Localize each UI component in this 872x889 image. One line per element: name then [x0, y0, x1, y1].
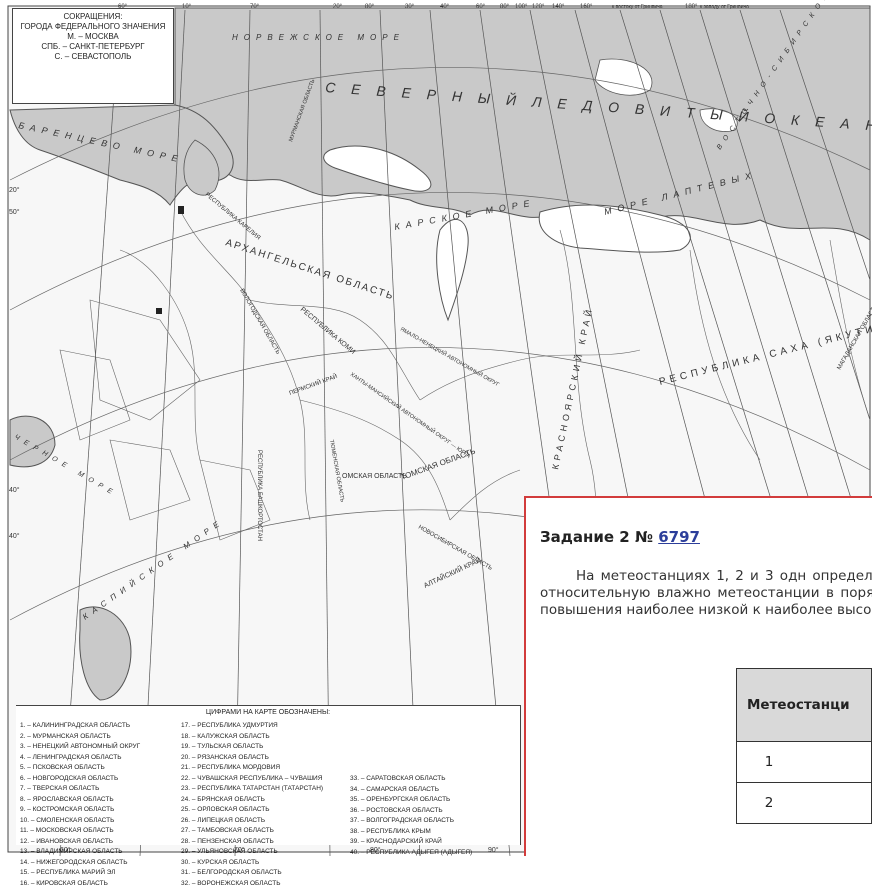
legend-item: 10. – СМОЛЕНСКАЯ ОБЛАСТЬ	[20, 816, 140, 827]
legend-item: 16. – КИРОВСКАЯ ОБЛАСТЬ	[20, 879, 140, 889]
legend-item: 25. – ОРЛОВСКАЯ ОБЛАСТЬ	[181, 805, 323, 816]
legend-item: 9. – КОСТРОМСКАЯ ОБЛАСТЬ	[20, 805, 140, 816]
legend-column-2: 17. – РЕСПУБЛИКА УДМУРТИЯ 18. – КАЛУЖСКА…	[181, 721, 323, 889]
legend-item: 15. – РЕСПУБЛИКА МАРИЙ ЭЛ	[20, 868, 140, 879]
legend-item: 36. – РОСТОВСКАЯ ОБЛАСТЬ	[350, 806, 472, 817]
legend-item: 26. – ЛИПЕЦКАЯ ОБЛАСТЬ	[181, 816, 323, 827]
legend-item: 38. – РЕСПУБЛИКА КРЫМ	[350, 827, 472, 838]
legend-item: 31. – БЕЛГОРОДСКАЯ ОБЛАСТЬ	[181, 868, 323, 879]
legend-item: 23. – РЕСПУБЛИКА ТАТАРСТАН (ТАТАРСТАН)	[181, 784, 323, 795]
lon-top-6: 40°	[440, 4, 450, 10]
legend-item: 39. – КРАСНОДАРСКИЙ КРАЙ	[350, 837, 472, 848]
lat-left-3: 40°	[9, 532, 20, 540]
lon-top-14: 180°	[685, 4, 698, 10]
lon-top-4: 80°	[365, 4, 375, 10]
legend-item: 1. – КАЛИНИНГРАДСКАЯ ОБЛАСТЬ	[20, 721, 140, 732]
abbrev-item: С. – СЕВАСТОПОЛЬ	[13, 52, 173, 62]
task-panel: Задание 2 № 6797 На метеостанциях 1, 2 и…	[524, 496, 872, 856]
legend-column-3: 33. – САРАТОВСКАЯ ОБЛАСТЬ 34. – САМАРСКА…	[350, 774, 472, 858]
legend-item: 19. – ТУЛЬСКАЯ ОБЛАСТЬ	[181, 742, 323, 753]
lon-top-13: к востоку от Гринвича	[612, 4, 663, 10]
legend-item: 12. – ИВАНОВСКАЯ ОБЛАСТЬ	[20, 837, 140, 848]
legend-item: 7. – ТВЕРСКАЯ ОБЛАСТЬ	[20, 784, 140, 795]
region-number-legend: ЦИФРАМИ НА КАРТЕ ОБОЗНАЧЕНЫ: 1. – КАЛИНИ…	[16, 705, 521, 845]
lon-top-7: 60°	[476, 4, 486, 10]
abbrev-title: СОКРАЩЕНИЯ:	[13, 12, 173, 22]
legend-item: 34. – САМАРСКАЯ ОБЛАСТЬ	[350, 785, 472, 796]
legend-item: 6. – НОВГОРОДСКАЯ ОБЛАСТЬ	[20, 774, 140, 785]
lon-top-12: 160°	[580, 4, 593, 10]
legend-item: 33. – САРАТОВСКАЯ ОБЛАСТЬ	[350, 774, 472, 785]
legend-title: ЦИФРАМИ НА КАРТЕ ОБОЗНАЧЕНЫ:	[16, 709, 520, 716]
abbrev-item: СПБ. – САНКТ-ПЕТЕРБУРГ	[13, 42, 173, 52]
lon-top-3: 20°	[333, 4, 343, 10]
table-header-row: Метеостанци	[737, 669, 872, 742]
lon-top-5: 30°	[405, 4, 415, 10]
table-row: 2	[737, 783, 872, 824]
table-cell: 1	[737, 742, 872, 783]
legend-item: 32. – ВОРОНЕЖСКАЯ ОБЛАСТЬ	[181, 879, 323, 889]
norwegian-sea-label: НОРВЕЖСКОЕ МОРЕ	[232, 33, 405, 42]
table-cell: 2	[737, 783, 872, 824]
legend-item: 4. – ЛЕНИНГРАДСКАЯ ОБЛАСТЬ	[20, 753, 140, 764]
legend-item: 35. – ОРЕНБУРГСКАЯ ОБЛАСТЬ	[350, 795, 472, 806]
lon-bottom-3: 90°	[488, 846, 499, 854]
lon-top-11: 140°	[552, 4, 565, 10]
legend-item: 20. – РЯЗАНСКАЯ ОБЛАСТЬ	[181, 753, 323, 764]
legend-item: 27. – ТАМБОВСКАЯ ОБЛАСТЬ	[181, 826, 323, 837]
legend-column-1: 1. – КАЛИНИНГРАДСКАЯ ОБЛАСТЬ 2. – МУРМАН…	[20, 721, 140, 889]
legend-item: 2. – МУРМАНСКАЯ ОБЛАСТЬ	[20, 732, 140, 743]
task-number-link[interactable]: 6797	[658, 528, 700, 546]
lon-top-8: 80°	[500, 4, 510, 10]
legend-item: 24. – БРЯНСКАЯ ОБЛАСТЬ	[181, 795, 323, 806]
lat-left-0: 20°	[9, 186, 20, 194]
legend-item: 5. – ПСКОВСКАЯ ОБЛАСТЬ	[20, 763, 140, 774]
table-header-cell: Метеостанци	[737, 669, 872, 742]
legend-item: 18. – КАЛУЖСКАЯ ОБЛАСТЬ	[181, 732, 323, 743]
moscow-marker	[156, 308, 162, 314]
lon-top-15: к западу от Гринвича	[700, 4, 749, 10]
table-row: 1	[737, 742, 872, 783]
stations-table: Метеостанци 1 2	[736, 668, 872, 824]
legend-item: 28. – ПЕНЗЕНСКАЯ ОБЛАСТЬ	[181, 837, 323, 848]
lat-left-2: 40°	[9, 486, 20, 494]
legend-item: 8. – ЯРОСЛАВСКАЯ ОБЛАСТЬ	[20, 795, 140, 806]
abbreviations-box: СОКРАЩЕНИЯ: ГОРОДА ФЕДЕРАЛЬНОГО ЗНАЧЕНИЯ…	[12, 8, 174, 104]
lon-top-9: 100°	[515, 4, 528, 10]
legend-item: 14. – НИЖЕГОРОДСКАЯ ОБЛАСТЬ	[20, 858, 140, 869]
legend-item: 21. – РЕСПУБЛИКА МОРДОВИЯ	[181, 763, 323, 774]
legend-item: 40. – РЕСПУБЛИКА АДЫГЕЯ (АДЫГЕЯ)	[350, 848, 472, 859]
region-omsk: ОМСКАЯ ОБЛАСТЬ	[342, 473, 407, 480]
legend-item: 17. – РЕСПУБЛИКА УДМУРТИЯ	[181, 721, 323, 732]
legend-item: 22. – ЧУВАШСКАЯ РЕСПУБЛИКА – ЧУВАШИЯ	[181, 774, 323, 785]
lat-left-1: 50°	[9, 208, 20, 216]
task-title-text: Задание 2 №	[540, 528, 653, 546]
lon-top-10: 120°	[532, 4, 545, 10]
task-body: На метеостанциях 1, 2 и 3 одн определяют…	[540, 568, 872, 619]
task-text: На метеостанциях 1, 2 и 3 одн определяют…	[540, 568, 872, 619]
spb-marker	[178, 206, 184, 214]
lon-top-2: 70°	[250, 4, 260, 10]
legend-item: 3. – НЕНЕЦКИЙ АВТОНОМНЫЙ ОКРУГ	[20, 742, 140, 753]
legend-item: 30. – КУРСКАЯ ОБЛАСТЬ	[181, 858, 323, 869]
abbrev-item: М. – МОСКВА	[13, 32, 173, 42]
abbrev-subtitle: ГОРОДА ФЕДЕРАЛЬНОГО ЗНАЧЕНИЯ	[13, 22, 173, 32]
legend-item: 11. – МОСКОВСКАЯ ОБЛАСТЬ	[20, 826, 140, 837]
region-bashkortostan: РЕСПУБЛИКА БАШКОРТОСТАН	[256, 450, 262, 541]
legend-item: 37. – ВОЛГОГРАДСКАЯ ОБЛАСТЬ	[350, 816, 472, 827]
task-title: Задание 2 № 6797	[540, 528, 700, 546]
lon-top-1: 10°	[182, 4, 192, 10]
